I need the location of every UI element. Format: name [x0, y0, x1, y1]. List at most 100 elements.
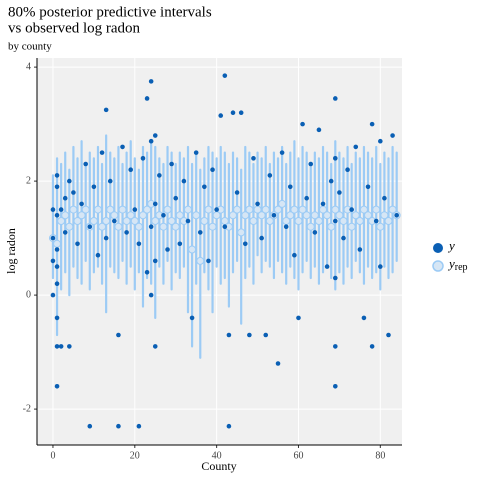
median-point	[278, 199, 287, 208]
median-point	[167, 217, 176, 226]
observed-point	[124, 230, 129, 235]
chart-title: 80% posterior predictive intervals	[8, 4, 212, 20]
observed-point	[148, 292, 154, 298]
median-point	[65, 222, 74, 231]
observed-point	[238, 110, 244, 116]
chart-subtitle: by county	[8, 41, 52, 53]
observed-point	[79, 201, 84, 207]
observed-point	[296, 315, 301, 321]
observed-point	[54, 264, 60, 269]
median-point	[249, 217, 258, 226]
observed-point	[316, 127, 322, 133]
median-point	[188, 245, 197, 254]
median-point	[126, 211, 135, 220]
observed-point	[341, 235, 346, 241]
observed-point	[308, 161, 314, 167]
median-point	[77, 211, 86, 220]
median-point	[204, 205, 213, 214]
median-point	[200, 217, 209, 226]
observed-point	[382, 195, 387, 201]
median-point	[183, 205, 192, 214]
observed-point	[345, 167, 350, 173]
observed-point	[378, 138, 383, 144]
median-point	[310, 211, 319, 220]
median-point	[233, 205, 242, 214]
observed-point	[271, 213, 277, 218]
median-point	[274, 205, 283, 214]
median-point	[298, 205, 307, 214]
observed-point	[165, 247, 170, 252]
median-point	[388, 205, 397, 214]
observed-point	[152, 344, 158, 349]
observed-point	[369, 121, 375, 127]
observed-point	[242, 241, 248, 247]
observed-point	[148, 138, 154, 144]
median-point	[335, 211, 344, 220]
observed-point	[67, 344, 72, 349]
observed-point	[333, 344, 338, 349]
median-point	[151, 217, 160, 226]
observed-point	[386, 332, 391, 338]
x-tick-label: 0	[50, 450, 55, 461]
observed-point	[103, 235, 109, 241]
observed-point	[58, 207, 64, 212]
y-axis-label: log radon	[4, 228, 18, 274]
observed-point	[365, 184, 371, 190]
observed-point	[333, 383, 338, 389]
observed-point	[148, 224, 154, 230]
median-point	[241, 211, 250, 220]
observed-point	[148, 79, 154, 84]
observed-point	[54, 184, 60, 190]
observed-point	[50, 207, 56, 212]
median-point	[302, 211, 311, 220]
observed-point	[75, 241, 80, 247]
median-point	[265, 217, 274, 226]
observed-point	[255, 201, 260, 207]
median-point	[175, 211, 184, 220]
median-point	[106, 205, 115, 214]
median-point	[61, 211, 70, 220]
median-point	[306, 222, 315, 231]
median-point	[110, 211, 119, 220]
median-point	[290, 205, 299, 214]
median-point	[323, 211, 332, 220]
observed-point	[197, 230, 203, 235]
y-tick-label: 4	[26, 61, 31, 72]
observed-point	[353, 144, 359, 150]
chart-title: vs observed log radon	[8, 20, 141, 36]
median-point	[98, 222, 107, 231]
median-point	[192, 211, 201, 220]
observed-point	[112, 218, 117, 224]
observed-point	[193, 150, 199, 155]
observed-point	[54, 315, 60, 321]
observed-point	[283, 224, 289, 230]
observed-point	[58, 344, 64, 349]
median-point	[196, 256, 205, 265]
observed-point	[120, 144, 125, 150]
observed-point	[275, 361, 281, 366]
observed-point	[226, 423, 232, 429]
observed-point	[87, 423, 93, 429]
observed-point	[333, 96, 338, 101]
median-point	[372, 205, 381, 214]
observed-point	[54, 247, 60, 252]
median-point	[69, 205, 78, 214]
median-point	[294, 217, 303, 226]
observed-point	[91, 184, 97, 190]
median-point	[122, 217, 131, 226]
median-point	[355, 217, 364, 226]
observed-point	[144, 96, 150, 101]
median-point	[81, 205, 90, 214]
observed-point	[132, 207, 138, 212]
median-point	[327, 222, 336, 231]
x-tick-label: 40	[212, 450, 222, 461]
observed-point	[304, 195, 309, 201]
observed-point	[173, 195, 179, 201]
observed-point	[62, 230, 68, 235]
observed-point	[390, 133, 395, 138]
observed-point	[210, 167, 215, 173]
legend-symbol	[433, 243, 443, 253]
observed-point	[103, 107, 109, 113]
